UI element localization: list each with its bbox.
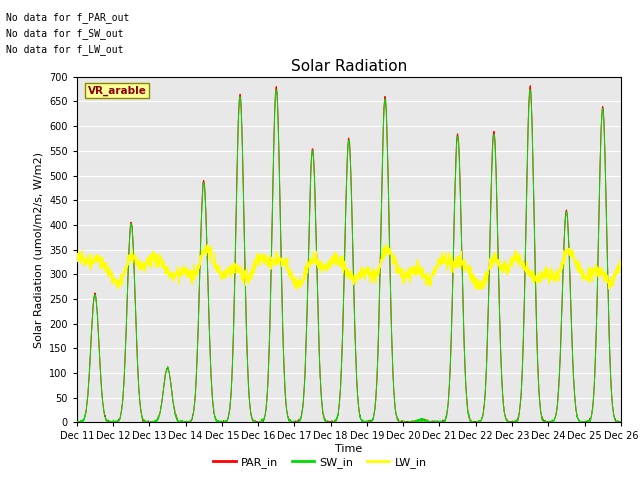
Text: No data for f_SW_out: No data for f_SW_out xyxy=(6,28,124,39)
Y-axis label: Solar Radiation (umol/m2/s, W/m2): Solar Radiation (umol/m2/s, W/m2) xyxy=(33,152,44,348)
Title: Solar Radiation: Solar Radiation xyxy=(291,59,407,74)
Legend: PAR_in, SW_in, LW_in: PAR_in, SW_in, LW_in xyxy=(209,452,431,472)
Text: VR_arable: VR_arable xyxy=(88,85,147,96)
Text: No data for f_LW_out: No data for f_LW_out xyxy=(6,44,124,55)
Text: No data for f_PAR_out: No data for f_PAR_out xyxy=(6,12,130,23)
X-axis label: Time: Time xyxy=(335,444,362,454)
